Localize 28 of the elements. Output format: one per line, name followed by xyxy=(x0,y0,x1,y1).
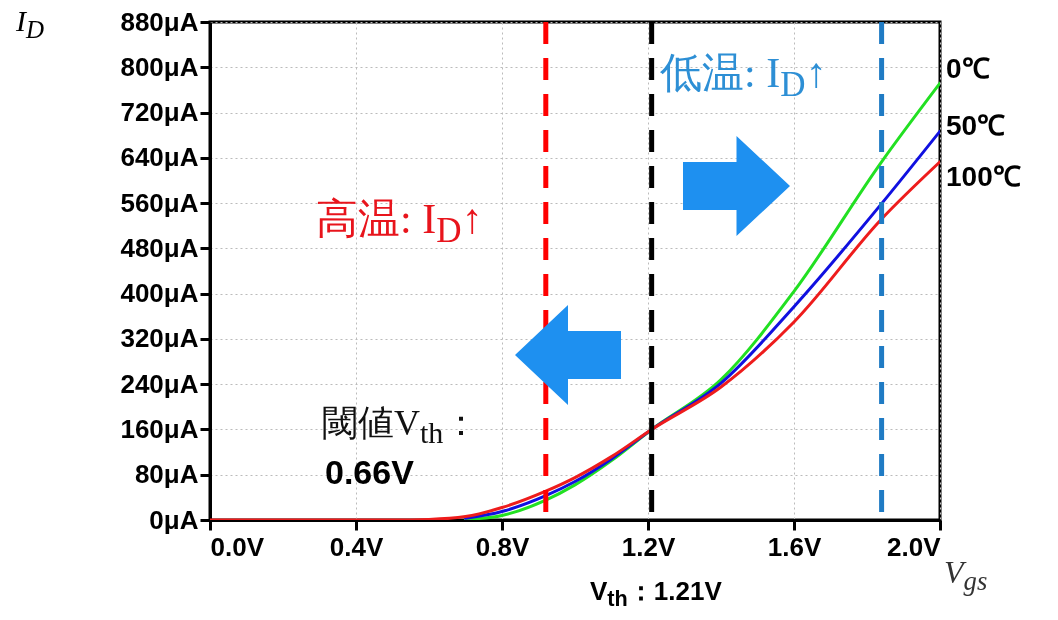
y-tick-label: 160μA xyxy=(120,413,199,444)
x-axis-title: V$_{gs}$ xyxy=(944,554,988,597)
y-tick-label: 720μA xyxy=(120,97,199,128)
x-tick-label: 1.6V xyxy=(767,531,822,562)
series-label: 100℃ xyxy=(946,160,1021,192)
y-tick-label: 880μA xyxy=(120,6,199,37)
annotation: 低温: I$_{D}$↑ xyxy=(660,50,827,105)
series-label: 50℃ xyxy=(946,110,1006,142)
x-tick-label: 2.0V xyxy=(887,531,942,562)
x-tick-label: 0.4V xyxy=(329,531,384,562)
y-tick-label: 240μA xyxy=(120,368,199,399)
y-axis-title: I$_{D}$ xyxy=(16,4,45,43)
series-label: 0℃ xyxy=(946,53,990,85)
text: V$_{th}$：1.21V xyxy=(590,576,722,612)
y-tick-label: 320μA xyxy=(120,323,199,354)
y-tick-label: 400μA xyxy=(120,278,199,309)
annotation: 高温: I$_{D}$↑ xyxy=(316,196,483,251)
x-tick-label: 1.2V xyxy=(621,531,676,562)
y-tick-label: 0μA xyxy=(149,504,199,535)
annotation: 閾値V$_{th}$： xyxy=(322,403,480,450)
y-tick-label: 560μA xyxy=(120,187,199,218)
annotation: 0.66V xyxy=(325,453,414,491)
x-tick-label: 0.0V xyxy=(210,531,265,562)
x-tick-label: 0.8V xyxy=(475,531,530,562)
y-tick-label: 80μA xyxy=(134,459,199,490)
y-tick-label: 640μA xyxy=(120,142,199,173)
y-tick-label: 800μA xyxy=(120,51,199,82)
y-tick-label: 480μA xyxy=(120,232,199,263)
